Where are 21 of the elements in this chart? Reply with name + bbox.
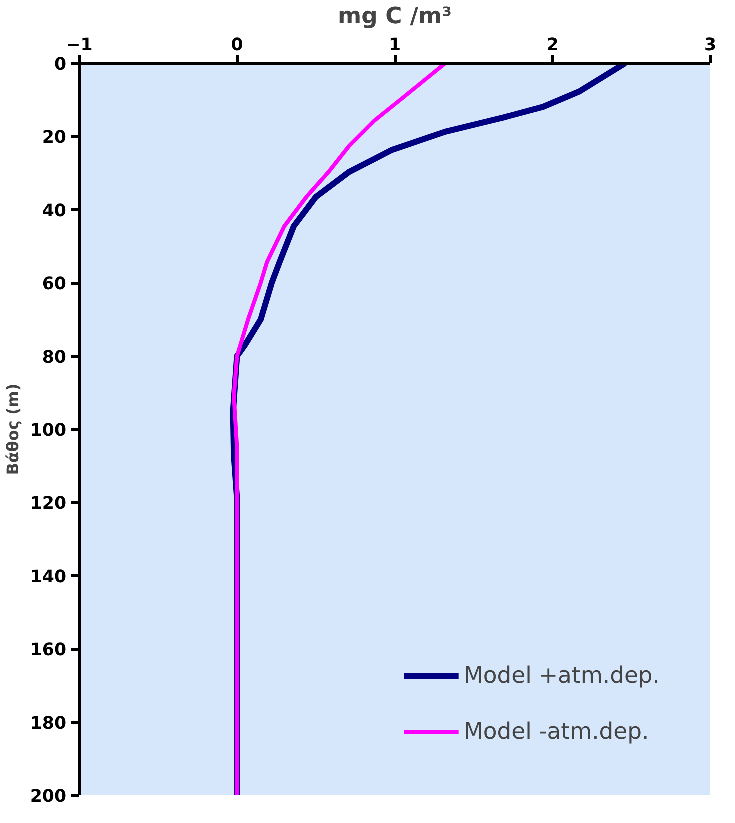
y-tick-label: 60 xyxy=(42,274,67,295)
legend-label: Model +atm.dep. xyxy=(464,663,660,689)
y-tick-label: 40 xyxy=(42,201,67,222)
y-tick-label: 80 xyxy=(42,348,67,368)
y-axis-title: Βάθος (m) xyxy=(3,384,22,476)
x-axis-title: mg C /m³ xyxy=(338,4,452,30)
x-tick-label: 2 xyxy=(546,36,559,56)
legend-label: Model -atm.dep. xyxy=(464,719,650,745)
x-tick-label: 3 xyxy=(704,36,717,56)
y-tick-label: 180 xyxy=(30,714,66,734)
y-tick-label: 160 xyxy=(30,640,66,661)
y-tick-label: 120 xyxy=(30,494,66,514)
x-tick-label: 0 xyxy=(231,36,244,56)
y-tick-label: 0 xyxy=(54,55,67,75)
y-tick-label: 20 xyxy=(42,128,67,148)
y-tick-label: 140 xyxy=(30,567,66,588)
x-tick-label: 1 xyxy=(388,36,402,56)
line-series xyxy=(232,64,448,796)
x-tick-label: −1 xyxy=(66,36,93,56)
y-tick-label: 200 xyxy=(30,787,66,807)
y-tick-label: 100 xyxy=(30,421,66,441)
